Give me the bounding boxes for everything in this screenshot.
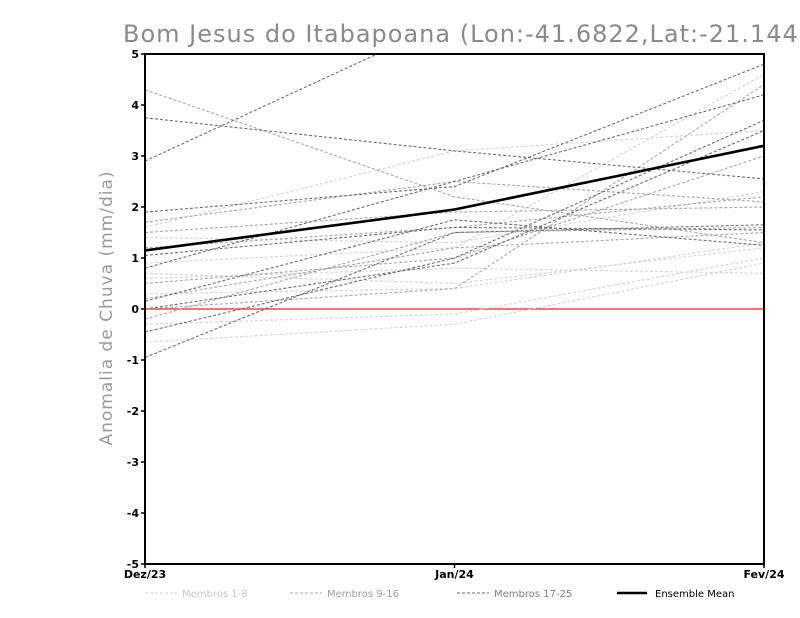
member-line-19 [145,63,764,213]
legend-item: Membros 17-25 [457,589,572,600]
x-tick-label: Dez/23 [124,568,166,581]
member-line-18 [145,117,764,180]
member-line-25 [145,129,764,310]
member-line-23 [145,219,764,302]
series-lines [145,54,764,359]
chart-title: Bom Jesus do Itabapoana (Lon:-41.6822,La… [123,20,800,48]
y-axis-label: Anomalia de Chuva (mm/dia) [97,170,117,445]
legend: Membros 1-8 Membros 9-16 Membros 17-25 Ense… [145,589,734,600]
member-line-5 [145,73,764,264]
member-line-2 [145,262,764,343]
y-tick-label: 2 [131,201,139,214]
member-line-24 [145,94,764,269]
member-line-20 [145,119,764,333]
member-line-4 [145,257,764,325]
y-tick-label: 4 [131,99,139,112]
member-line-3 [145,129,764,228]
axis-ticks: -5 -4 -3 -2 -1 0 1 2 3 4 5 Dez/23 Jan/24 Fev/24 [124,48,785,581]
legend-item: Ensemble Mean [617,589,734,600]
member-line-10 [145,180,764,223]
ensemble-mean-line [145,144,764,252]
y-tick-label: -4 [127,507,140,520]
legend-label: Membros 1-8 [182,589,248,600]
y-tick-label: 5 [131,48,139,61]
legend-label: Ensemble Mean [655,589,734,600]
y-tick-label: -3 [127,456,139,469]
y-tick-label: -5 [127,558,139,571]
y-tick-label: 3 [131,150,139,163]
legend-label: Membros 9-16 [327,589,399,600]
member-line-22 [145,226,764,256]
member-line-6 [145,191,764,244]
member-line-16 [145,155,764,285]
x-tick-label: Fev/24 [743,568,784,581]
member-line-11 [145,84,764,310]
member-line-15 [145,206,764,234]
plot-area [144,53,765,565]
member-line-14 [145,226,764,320]
y-tick-label: 0 [131,303,139,316]
member-line-8 [145,267,764,279]
member-line-7 [145,242,764,295]
x-tick-label: Jan/24 [434,568,474,581]
legend-item: Membros 1-8 [145,589,248,600]
legend-label: Membros 17-25 [494,589,572,600]
y-tick-label: -1 [127,354,139,367]
y-tick-label: -2 [127,405,139,418]
member-line-21 [145,224,764,359]
legend-item: Membros 9-16 [290,589,399,600]
member-line-1 [145,247,764,285]
y-tick-label: 1 [131,252,139,265]
member-line-13 [145,231,764,300]
